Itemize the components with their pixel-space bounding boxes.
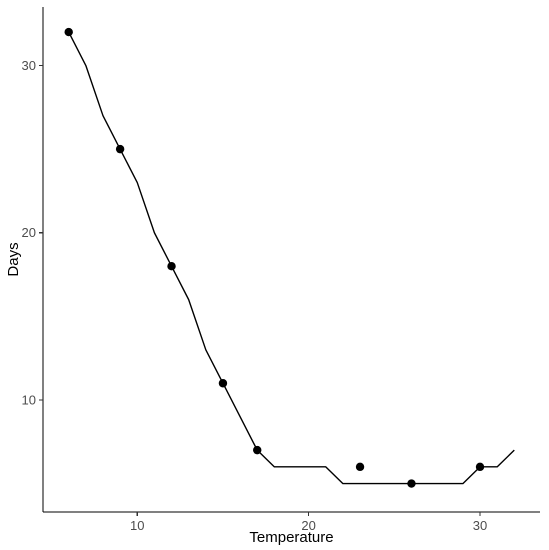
data-point xyxy=(253,446,261,454)
data-point xyxy=(219,379,227,387)
y-tick-label: 10 xyxy=(22,392,36,407)
data-point xyxy=(167,262,175,270)
points-layer xyxy=(65,28,485,488)
data-point xyxy=(65,28,73,36)
data-point xyxy=(476,463,484,471)
data-point xyxy=(116,145,124,153)
fit-line-layer xyxy=(69,32,515,483)
y-axis-title: Days xyxy=(5,242,22,276)
x-tick-label: 30 xyxy=(473,518,487,533)
data-point xyxy=(356,463,364,471)
x-axis-title: Temperature xyxy=(249,529,333,546)
x-tick-label: 10 xyxy=(130,518,144,533)
axes-layer xyxy=(43,7,540,512)
y-tick-label: 30 xyxy=(22,58,36,73)
y-tick-label: 20 xyxy=(22,225,36,240)
data-point xyxy=(407,479,415,487)
fit-line xyxy=(69,32,515,483)
